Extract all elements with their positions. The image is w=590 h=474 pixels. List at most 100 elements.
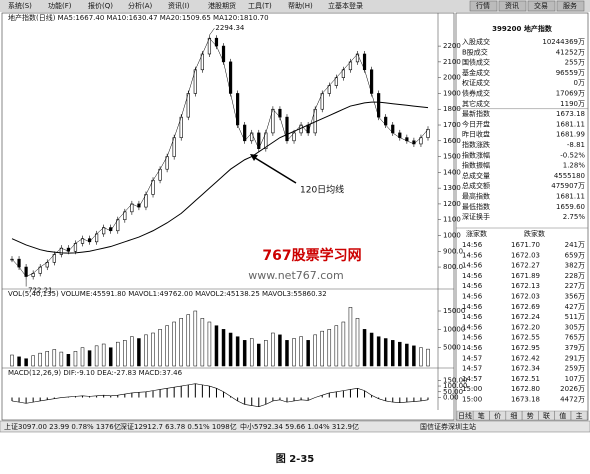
volume-bar xyxy=(123,340,127,367)
volume-bar xyxy=(66,354,71,367)
status-item: 国信证券深圳主站 xyxy=(420,422,476,431)
tick-price: 1672.24 xyxy=(511,313,540,321)
tick-time: 14:57 xyxy=(462,375,482,383)
panel-title: 399200 地产指数 xyxy=(492,24,553,33)
tick-volume: 227万 xyxy=(565,282,585,290)
y-tick-label: 1600 xyxy=(443,137,461,145)
volume-bar xyxy=(179,318,183,367)
tick-price: 1672.95 xyxy=(511,344,540,352)
tick-volume: 511万 xyxy=(565,313,585,321)
volume-bar xyxy=(313,334,317,367)
menu-item: 港股期货 xyxy=(208,1,236,10)
tick-time: 14:56 xyxy=(462,241,483,249)
stat-label: 国债成交 xyxy=(462,58,490,67)
tick-volume: 305万 xyxy=(565,323,585,331)
volume-bar xyxy=(31,355,35,367)
tick-volume: 2026万 xyxy=(560,385,585,393)
volume-bar xyxy=(144,334,148,367)
panel-tab xyxy=(522,410,539,421)
volume-bar xyxy=(59,351,64,367)
macd-line xyxy=(11,383,429,408)
stat-label: 总成交量 xyxy=(462,171,490,180)
volume-bar xyxy=(193,310,198,367)
volume-bar xyxy=(200,318,205,367)
stat-label: 其它成交 xyxy=(462,99,490,108)
panel-tab xyxy=(505,410,523,421)
stat-label: 基金成交 xyxy=(462,68,490,77)
menu-tab-label: 服务 xyxy=(563,1,577,10)
tick-volume: 291万 xyxy=(565,354,585,362)
chart-frame xyxy=(1,12,455,421)
menu-item: 报价(Q) xyxy=(88,1,113,10)
tick-volume: 427万 xyxy=(565,303,585,311)
volume-bar xyxy=(45,351,50,367)
stat-value: 1681.11 xyxy=(556,120,585,128)
tick-price: 1673.18 xyxy=(511,396,540,404)
y-tick-label: 900.0 xyxy=(443,247,463,255)
volume-bar xyxy=(327,329,332,367)
volume-bar xyxy=(369,332,374,367)
volume-bar xyxy=(94,345,99,367)
tick-time: 14:56 xyxy=(462,282,483,290)
volume-bar xyxy=(101,343,106,367)
tick-price: 1672.13 xyxy=(511,282,540,290)
menu-item: 功能(F) xyxy=(48,1,72,10)
menu-item: 立基本登录 xyxy=(328,1,363,10)
volume-bar xyxy=(405,343,409,367)
stat-value: 475907万 xyxy=(551,182,585,190)
stat-value: 0万 xyxy=(574,79,585,87)
stat-value: 1190万 xyxy=(560,100,585,108)
volume-bar xyxy=(419,347,423,367)
tick-time: 14:57 xyxy=(462,354,482,362)
y-tick-label: 2000 xyxy=(443,74,461,82)
volume-bar xyxy=(348,307,353,367)
stat-value: -8.81 xyxy=(567,141,585,149)
tick-volume: 259万 xyxy=(565,365,585,373)
stat-label: 最高指数 xyxy=(462,192,490,201)
volume-bar xyxy=(17,356,21,367)
volume-bar xyxy=(108,347,113,367)
low-label: 722.21 xyxy=(28,287,52,295)
y-tick-label: 1000 xyxy=(443,231,461,239)
stat-label: 昨日收盘 xyxy=(462,130,490,139)
y-tick-label: 2200 xyxy=(443,42,461,50)
panel-tab-label: 日线 xyxy=(458,411,472,420)
volume-bar xyxy=(80,347,85,367)
y-tick-label: 5000 xyxy=(443,344,461,352)
y-tick-label: 1800 xyxy=(443,105,461,113)
y-tick-label: 15000 xyxy=(443,307,465,315)
menu-bar xyxy=(0,0,590,12)
high-pointer xyxy=(209,28,215,36)
y-tick-label: 10000 xyxy=(443,325,465,333)
volume-bar xyxy=(412,345,416,367)
caption: 图 2-35 xyxy=(276,453,315,465)
menu-tab-label: 交易 xyxy=(534,1,548,10)
menu-item: 系统(S) xyxy=(8,1,32,10)
stat-label: 债券成交 xyxy=(462,89,490,98)
volume-bar xyxy=(306,340,310,367)
tick-volume: 379万 xyxy=(565,344,585,352)
volume-bar xyxy=(426,348,430,367)
tick-price: 1672.03 xyxy=(511,251,540,259)
tick-time: 14:56 xyxy=(462,251,483,259)
tick-time: 15:00 xyxy=(462,396,482,404)
tick-volume: 382万 xyxy=(565,262,585,270)
volume-bar xyxy=(320,330,324,367)
volume-bar xyxy=(278,334,282,367)
menu-tab-label: 资讯 xyxy=(505,1,519,10)
tick-time: 15:00 xyxy=(462,385,482,393)
menu-tab xyxy=(469,0,498,12)
tick-price: 1671.89 xyxy=(511,272,540,280)
volume-bar xyxy=(235,336,240,367)
tick-time: 14:56 xyxy=(462,313,483,321)
indicator-line: 地产指数(日线) MA5:1667.40 MA10:1630.47 MA20:1… xyxy=(8,13,269,22)
volume-bar xyxy=(207,321,212,367)
stat-value: 1.28% xyxy=(563,162,586,170)
tick-time: 14:57 xyxy=(462,365,482,373)
tick-price: 1672.51 xyxy=(511,375,540,383)
stat-value: 1673.18 xyxy=(556,110,585,118)
y-tick-label: 1700 xyxy=(443,121,461,129)
volume-bar xyxy=(165,325,169,367)
y-tick-label: 1300 xyxy=(443,184,461,192)
